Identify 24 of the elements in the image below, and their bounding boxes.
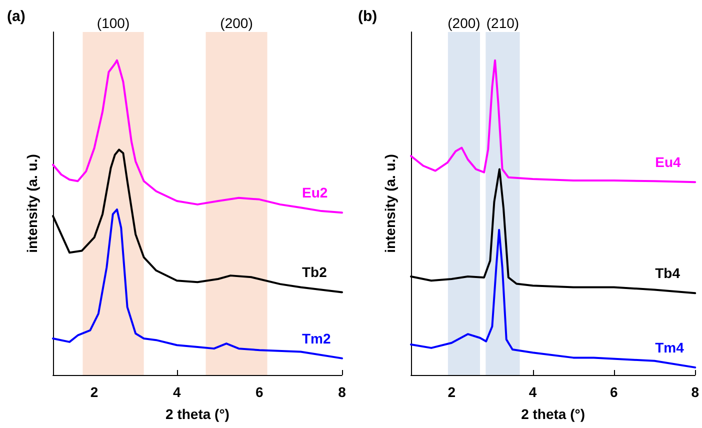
- series-label: Tb2: [302, 264, 328, 280]
- x-tick-label: 6: [610, 384, 618, 400]
- y-axis-title: intensity (a. u.): [24, 154, 40, 253]
- band-label: (100): [96, 15, 130, 31]
- chart-title: (a): [7, 8, 26, 25]
- x-tick-label: 6: [256, 384, 264, 400]
- series-label: Tm2: [302, 330, 331, 346]
- x-tick-label: 2: [448, 384, 456, 400]
- x-tick-label: 8: [338, 384, 346, 400]
- series-label: Eu4: [655, 154, 681, 170]
- chart-title: (b): [358, 8, 378, 25]
- x-axis-title: 2 theta (°): [521, 406, 586, 422]
- band-label: (200): [448, 15, 480, 31]
- x-tick-label: 4: [172, 384, 181, 400]
- band-label: (200): [220, 15, 253, 31]
- y-axis-title: intensity (a. u.): [382, 154, 398, 253]
- x-tick-label: 2: [90, 384, 98, 400]
- series-label: Tb4: [655, 265, 680, 282]
- band-label: (210): [486, 15, 520, 31]
- series-label: Tm4: [655, 339, 684, 356]
- x-tick-label: 4: [528, 384, 537, 400]
- x-tick-label: 8: [691, 384, 700, 400]
- series-label: Eu2: [302, 184, 328, 201]
- x-axis-title: 2 theta (°): [166, 406, 230, 422]
